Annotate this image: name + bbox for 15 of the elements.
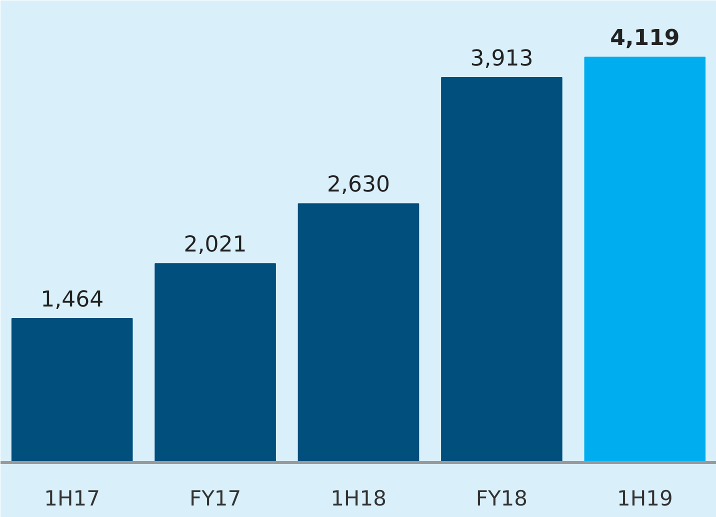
x-tick-label: 1H18 xyxy=(330,486,386,510)
data-label: 1,464 xyxy=(40,287,104,312)
bar xyxy=(298,203,420,462)
bar xyxy=(154,263,276,462)
bar xyxy=(441,77,562,462)
bar xyxy=(584,56,706,462)
data-label: 3,913 xyxy=(470,46,534,72)
x-tick-label: 1H17 xyxy=(44,486,100,510)
data-label: 2,021 xyxy=(184,232,247,258)
data-label: 2,630 xyxy=(327,172,390,198)
bar xyxy=(11,318,133,462)
x-tick-label: FY17 xyxy=(189,486,242,510)
data-label: 4,119 xyxy=(610,26,680,52)
x-tick-label: 1H19 xyxy=(616,486,673,510)
x-tick-label: FY18 xyxy=(476,486,528,510)
